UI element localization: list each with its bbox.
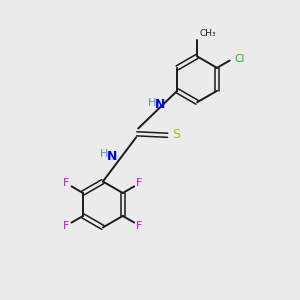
Text: F: F xyxy=(136,178,142,188)
Text: Cl: Cl xyxy=(235,54,245,64)
Text: H: H xyxy=(100,149,108,159)
Text: CH₃: CH₃ xyxy=(200,29,216,38)
Text: N: N xyxy=(155,98,165,111)
Text: F: F xyxy=(63,178,70,188)
Text: N: N xyxy=(107,150,118,163)
Text: F: F xyxy=(136,220,142,230)
Text: H: H xyxy=(148,98,156,109)
Text: F: F xyxy=(63,220,70,230)
Text: S: S xyxy=(172,128,180,141)
